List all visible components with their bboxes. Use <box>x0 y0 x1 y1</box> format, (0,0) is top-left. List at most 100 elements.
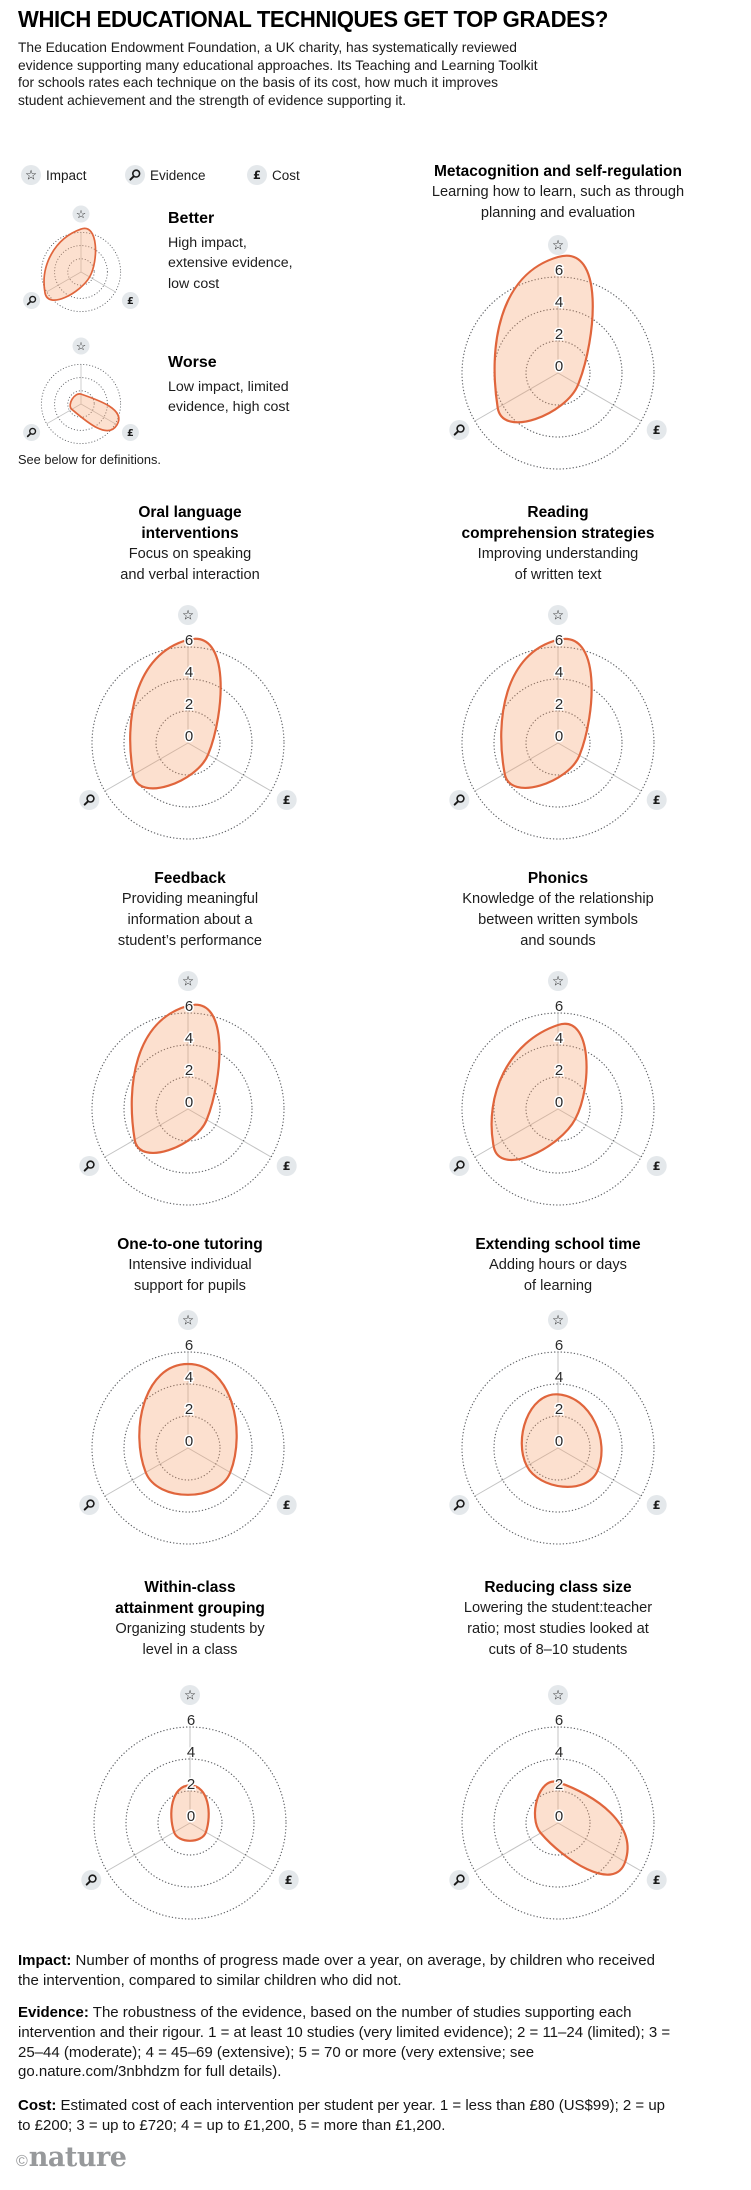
axis-tick-2: 2 <box>555 696 563 713</box>
axis-line <box>557 742 642 792</box>
axis-tick-0: 0 <box>555 1808 563 1825</box>
evidence-magnifier-icon <box>449 790 470 810</box>
chart-subtitle: Focus on speaking and verbal interaction <box>120 546 260 583</box>
axis-line <box>46 403 82 425</box>
axis-tick-6: 6 <box>187 1712 195 1729</box>
axis-tick-0: 0 <box>555 358 563 375</box>
grid-ring-4 <box>493 1383 623 1513</box>
radar-chart-metacognition: 0 2 4 6 ☆ £ <box>398 221 718 506</box>
footnote-cost-text: Estimated cost of each intervention per … <box>18 2097 666 2134</box>
svg-text:☆: ☆ <box>552 974 564 990</box>
impact-star-icon: ☆ <box>178 971 198 991</box>
footnote-impact-text: Number of months of progress made over a… <box>18 1952 655 1989</box>
axis-tick-4: 4 <box>555 1744 563 1761</box>
axis-tick-4: 4 <box>185 1369 193 1386</box>
grid-ring-2 <box>157 1790 223 1856</box>
svg-text:£: £ <box>283 793 291 807</box>
impact-star-icon: ☆ <box>178 605 198 625</box>
grid-ring-6 <box>40 363 122 445</box>
axis-line <box>104 1108 189 1158</box>
svg-text:☆: ☆ <box>25 168 37 184</box>
grid-ring-6 <box>91 1012 285 1206</box>
chart-title: One-to-one tutoring <box>117 1236 263 1253</box>
axis-tick-4: 4 <box>187 1744 195 1761</box>
legend-item-impact: ☆ Impact <box>21 165 87 185</box>
svg-text:£: £ <box>653 423 661 437</box>
radar-blob <box>500 637 593 789</box>
footnote-cost-label: Cost: <box>18 2097 57 2114</box>
radar-blob <box>520 1393 603 1488</box>
axis-tick-0: 0 <box>185 1094 193 1111</box>
axis-tick-6: 6 <box>185 998 193 1015</box>
legend-label-cost: Cost <box>272 167 300 183</box>
grid-ring-6 <box>93 1726 287 1920</box>
panel-title-feedback: Feedback Providing meaningful informatio… <box>14 868 366 952</box>
footnote-impact: Impact: Number of months of progress mad… <box>18 1951 678 1991</box>
axis-line <box>474 1108 559 1158</box>
grid-ring-2 <box>67 258 95 286</box>
magnifier-icon <box>125 165 145 185</box>
grid-ring-4 <box>123 678 253 808</box>
radar-chart-reading-comprehension: 0 2 4 6 ☆ £ <box>398 591 718 876</box>
evidence-magnifier-icon <box>79 1156 100 1176</box>
radar-chart-oral-language: 0 2 4 6 ☆ £ <box>28 591 348 876</box>
impact-star-icon: ☆ <box>72 337 90 355</box>
axis-tick-6: 6 <box>555 262 563 279</box>
grid-ring-2 <box>525 1415 591 1481</box>
cost-pound-icon: £ <box>121 424 139 441</box>
axis-tick-2: 2 <box>555 1776 563 1793</box>
chart-title: Phonics <box>527 870 589 887</box>
chart-title: Feedback <box>154 870 226 887</box>
page-title: WHICH EDUCATIONAL TECHNIQUES GET TOP GRA… <box>18 6 608 32</box>
axis-tick-4: 4 <box>555 1369 563 1386</box>
svg-text:☆: ☆ <box>76 339 86 353</box>
cost-pound-icon: £ <box>646 1870 667 1890</box>
worse-example-radar: ☆ £ <box>6 334 156 479</box>
worse-description: Low impact, limited evidence, high cost <box>168 379 290 416</box>
panel-title-oral-language: Oral language interventions Focus on spe… <box>14 502 366 586</box>
grid-ring-4 <box>125 1758 255 1888</box>
grid-ring-6 <box>461 1012 655 1206</box>
chart-title: Extending school time <box>475 1236 641 1253</box>
svg-text:£: £ <box>285 1873 293 1887</box>
axis-line <box>557 1447 642 1497</box>
grid-ring-2 <box>525 1790 591 1856</box>
axis-line <box>80 271 116 293</box>
axis-tick-2: 2 <box>185 696 193 713</box>
axis-tick-2: 2 <box>185 1401 193 1418</box>
legend-label-impact: Impact <box>46 167 87 183</box>
axis-tick-0: 0 <box>185 728 193 745</box>
grid-ring-4 <box>493 1758 623 1888</box>
impact-star-icon: ☆ <box>72 205 90 223</box>
grid-ring-4 <box>54 245 108 299</box>
axis-tick-0: 0 <box>555 1433 563 1450</box>
copyright-icon: © <box>16 2153 28 2170</box>
impact-star-icon: ☆ <box>548 1310 568 1330</box>
axis-line <box>557 1822 642 1872</box>
svg-text:£: £ <box>653 1873 661 1887</box>
radar-chart-phonics: 0 2 4 6 ☆ £ <box>398 957 718 1242</box>
axis-tick-6: 6 <box>555 1712 563 1729</box>
grid-ring-6 <box>461 646 655 840</box>
svg-text:£: £ <box>127 296 134 307</box>
cost-pound-icon: £ <box>646 420 667 440</box>
svg-text:☆: ☆ <box>182 1313 194 1329</box>
chart-subtitle: Lowering the student:teacher ratio; most… <box>463 1600 653 1658</box>
axis-tick-0: 0 <box>187 1808 195 1825</box>
evidence-magnifier-icon <box>23 292 41 309</box>
grid-ring-6 <box>461 1351 655 1545</box>
evidence-magnifier-icon <box>79 790 100 810</box>
svg-text:☆: ☆ <box>552 608 564 624</box>
chart-title: Metacognition and self-regulation <box>433 163 682 180</box>
legend-label-evidence: Evidence <box>150 167 206 183</box>
worse-label: Worse <box>168 354 217 371</box>
axis-tick-2: 2 <box>185 1062 193 1079</box>
axis-tick-4: 4 <box>555 294 563 311</box>
impact-star-icon: ☆ <box>548 605 568 625</box>
svg-text:☆: ☆ <box>552 1688 564 1704</box>
radar-blob <box>69 393 120 432</box>
impact-star-icon: ☆ <box>178 1310 198 1330</box>
footnote-impact-label: Impact: <box>18 1952 72 1969</box>
legend-item-cost: £ Cost <box>247 165 300 185</box>
